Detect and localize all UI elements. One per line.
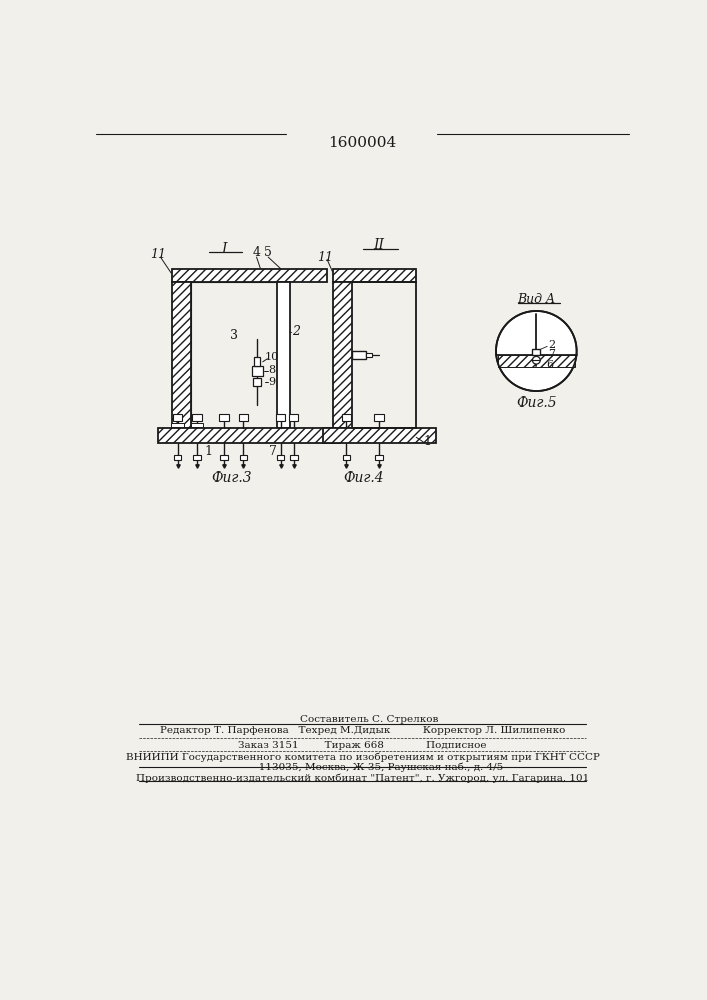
Bar — [252, 366, 263, 376]
Text: 2: 2 — [292, 325, 300, 338]
Bar — [277, 282, 290, 428]
Text: 113035, Москва, Ж-35, Раушская наб., д. 4/5: 113035, Москва, Ж-35, Раушская наб., д. … — [223, 762, 503, 772]
Bar — [341, 414, 351, 421]
Circle shape — [496, 311, 577, 391]
Bar — [332, 282, 352, 428]
Text: 11: 11 — [317, 251, 333, 264]
Text: 6: 6 — [547, 360, 554, 370]
Bar — [220, 455, 228, 460]
Bar — [343, 455, 351, 460]
Bar — [255, 357, 260, 366]
Text: I: I — [221, 242, 227, 256]
Text: Фиг.4: Фиг.4 — [343, 471, 384, 485]
Text: 1600004: 1600004 — [329, 136, 397, 150]
Bar — [532, 349, 540, 355]
Text: Составитель С. Стрелков: Составитель С. Стрелков — [287, 715, 438, 724]
Bar — [172, 282, 192, 428]
Bar — [289, 414, 298, 421]
Text: 5: 5 — [264, 246, 272, 259]
Text: 3: 3 — [230, 329, 238, 342]
Text: 7: 7 — [269, 445, 276, 458]
Text: 8: 8 — [269, 365, 276, 375]
Bar — [253, 378, 261, 386]
Bar — [332, 269, 416, 282]
Text: Производственно-издательский комбинат "Патент", г. Ужгород, ул. Гагарина, 101: Производственно-издательский комбинат "П… — [136, 774, 590, 783]
Bar — [323, 428, 436, 443]
Text: Фиг.3: Фиг.3 — [211, 471, 252, 485]
Text: ВНИИПИ Государственного комитета по изобретениям и открытиям при ГКНТ СССР: ВНИИПИ Государственного комитета по изоб… — [126, 752, 600, 762]
Bar — [174, 455, 182, 460]
Text: Редактор Т. Парфенова   Техред М.Дидык          Корректор Л. Шилипенко: Редактор Т. Парфенова Техред М.Дидык Кор… — [160, 726, 566, 735]
Bar — [158, 428, 340, 443]
Text: Вид A: Вид A — [518, 293, 555, 306]
Text: 1: 1 — [204, 445, 213, 458]
Bar — [498, 355, 575, 367]
Bar — [276, 414, 285, 421]
Bar — [219, 414, 228, 421]
Bar — [193, 455, 201, 460]
Text: 11: 11 — [150, 248, 166, 261]
Text: Фиг.5: Фиг.5 — [516, 396, 556, 410]
Bar — [290, 455, 298, 460]
Bar — [375, 455, 383, 460]
Circle shape — [532, 356, 540, 364]
Text: 9: 9 — [269, 377, 276, 387]
Bar — [192, 414, 201, 421]
Bar — [172, 269, 327, 282]
Text: 1: 1 — [423, 435, 432, 448]
Bar — [374, 414, 384, 421]
Text: 4: 4 — [252, 246, 261, 259]
Bar — [352, 351, 366, 359]
Bar — [239, 414, 248, 421]
Bar — [191, 423, 203, 427]
Text: II: II — [373, 238, 385, 252]
Bar — [240, 455, 247, 460]
Bar — [366, 353, 372, 357]
Bar — [171, 423, 184, 427]
Text: 7: 7 — [549, 349, 555, 359]
Text: 10: 10 — [265, 352, 279, 362]
Bar — [173, 414, 182, 421]
Text: Заказ 3151        Тираж 668             Подписное: Заказ 3151 Тираж 668 Подписное — [238, 741, 487, 750]
Bar — [276, 455, 284, 460]
Text: 2: 2 — [548, 340, 556, 350]
